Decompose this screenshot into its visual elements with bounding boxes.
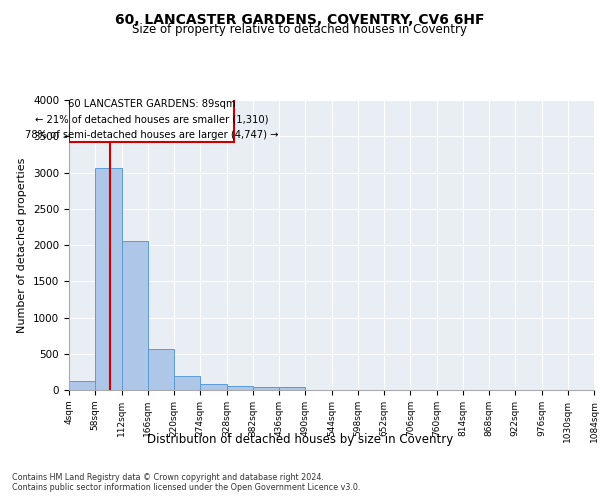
Text: Distribution of detached houses by size in Coventry: Distribution of detached houses by size … <box>147 432 453 446</box>
Bar <box>121 240 148 390</box>
Bar <box>227 386 253 390</box>
Bar <box>253 387 279 390</box>
Bar <box>148 350 174 390</box>
Bar <box>279 387 305 390</box>
Text: Contains HM Land Registry data © Crown copyright and database right 2024.: Contains HM Land Registry data © Crown c… <box>12 472 324 482</box>
Text: Contains public sector information licensed under the Open Government Licence v3: Contains public sector information licen… <box>12 482 361 492</box>
Y-axis label: Number of detached properties: Number of detached properties <box>17 158 28 332</box>
Bar <box>69 97 234 142</box>
Text: Size of property relative to detached houses in Coventry: Size of property relative to detached ho… <box>133 22 467 36</box>
Text: 60 LANCASTER GARDENS: 89sqm
← 21% of detached houses are smaller (1,310)
78% of : 60 LANCASTER GARDENS: 89sqm ← 21% of det… <box>25 99 278 140</box>
Text: 60, LANCASTER GARDENS, COVENTRY, CV6 6HF: 60, LANCASTER GARDENS, COVENTRY, CV6 6HF <box>115 12 485 26</box>
Bar <box>69 380 95 390</box>
Bar <box>174 376 200 390</box>
Bar <box>95 168 121 390</box>
Bar <box>200 384 227 390</box>
